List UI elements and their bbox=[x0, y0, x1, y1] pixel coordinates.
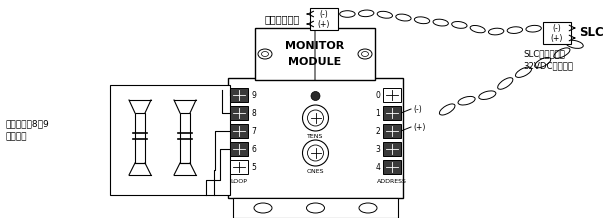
Bar bbox=[228, 78, 403, 198]
Text: TENS: TENS bbox=[308, 134, 323, 139]
Ellipse shape bbox=[545, 36, 562, 44]
Ellipse shape bbox=[458, 96, 475, 105]
Circle shape bbox=[311, 92, 320, 100]
Ellipse shape bbox=[439, 104, 455, 115]
Text: 至下一个设备: 至下一个设备 bbox=[264, 14, 300, 24]
Ellipse shape bbox=[526, 25, 541, 32]
Bar bbox=[180, 113, 190, 163]
Bar bbox=[230, 124, 248, 138]
Text: SLC: SLC bbox=[579, 27, 604, 39]
Bar bbox=[310, 8, 338, 30]
Bar bbox=[383, 160, 401, 174]
Text: (+): (+) bbox=[318, 19, 330, 29]
Bar bbox=[543, 22, 571, 44]
Text: 5: 5 bbox=[251, 162, 256, 172]
Bar bbox=[383, 142, 401, 156]
Bar bbox=[230, 88, 248, 102]
Text: ADDRESS: ADDRESS bbox=[377, 179, 407, 184]
Text: 终端电阻在8、9
端子之间: 终端电阻在8、9 端子之间 bbox=[5, 119, 49, 141]
Bar bbox=[255, 28, 375, 80]
Text: (-): (-) bbox=[553, 24, 561, 32]
Text: ONES: ONES bbox=[307, 169, 324, 174]
Text: MODULE: MODULE bbox=[288, 57, 341, 67]
Text: 7: 7 bbox=[251, 126, 256, 136]
Circle shape bbox=[308, 110, 323, 126]
Text: 6: 6 bbox=[251, 145, 256, 153]
Bar bbox=[233, 198, 398, 218]
Text: SLC回路线最大
32VDC，双绞线: SLC回路线最大 32VDC，双绞线 bbox=[523, 49, 573, 70]
Ellipse shape bbox=[359, 203, 377, 213]
Ellipse shape bbox=[359, 10, 374, 17]
Ellipse shape bbox=[478, 91, 496, 99]
Text: 3: 3 bbox=[375, 145, 380, 153]
Ellipse shape bbox=[258, 49, 272, 59]
Ellipse shape bbox=[534, 58, 551, 68]
Ellipse shape bbox=[362, 51, 368, 56]
Ellipse shape bbox=[254, 203, 272, 213]
Text: 0: 0 bbox=[375, 90, 380, 99]
Text: MONITOR: MONITOR bbox=[285, 41, 344, 51]
Text: 2: 2 bbox=[375, 126, 380, 136]
Ellipse shape bbox=[488, 28, 504, 35]
Circle shape bbox=[303, 105, 328, 131]
Text: 1: 1 bbox=[375, 109, 380, 118]
Ellipse shape bbox=[339, 11, 355, 17]
Text: (+): (+) bbox=[551, 34, 563, 43]
Ellipse shape bbox=[358, 49, 372, 59]
Text: 9: 9 bbox=[251, 90, 256, 99]
Bar bbox=[230, 106, 248, 120]
Bar bbox=[135, 113, 145, 163]
Ellipse shape bbox=[515, 67, 531, 77]
Text: (+): (+) bbox=[413, 123, 426, 131]
Ellipse shape bbox=[566, 40, 583, 48]
Text: LOOP: LOOP bbox=[231, 179, 247, 184]
Ellipse shape bbox=[415, 17, 430, 24]
Ellipse shape bbox=[554, 48, 570, 58]
Bar bbox=[230, 160, 248, 174]
Ellipse shape bbox=[498, 78, 513, 89]
Ellipse shape bbox=[261, 51, 269, 56]
Ellipse shape bbox=[377, 11, 392, 18]
Ellipse shape bbox=[470, 26, 485, 33]
Text: (-): (-) bbox=[320, 10, 328, 19]
Bar bbox=[110, 85, 230, 195]
Ellipse shape bbox=[306, 203, 325, 213]
Text: 8: 8 bbox=[251, 109, 256, 118]
Ellipse shape bbox=[507, 27, 523, 33]
Circle shape bbox=[308, 145, 323, 161]
Ellipse shape bbox=[451, 22, 467, 28]
Circle shape bbox=[303, 140, 328, 166]
Bar bbox=[230, 142, 248, 156]
Ellipse shape bbox=[433, 19, 448, 26]
Bar bbox=[383, 124, 401, 138]
Text: 4: 4 bbox=[375, 162, 380, 172]
Bar bbox=[383, 106, 401, 120]
Ellipse shape bbox=[396, 14, 411, 21]
Text: (-): (-) bbox=[413, 104, 422, 114]
Bar bbox=[383, 88, 401, 102]
